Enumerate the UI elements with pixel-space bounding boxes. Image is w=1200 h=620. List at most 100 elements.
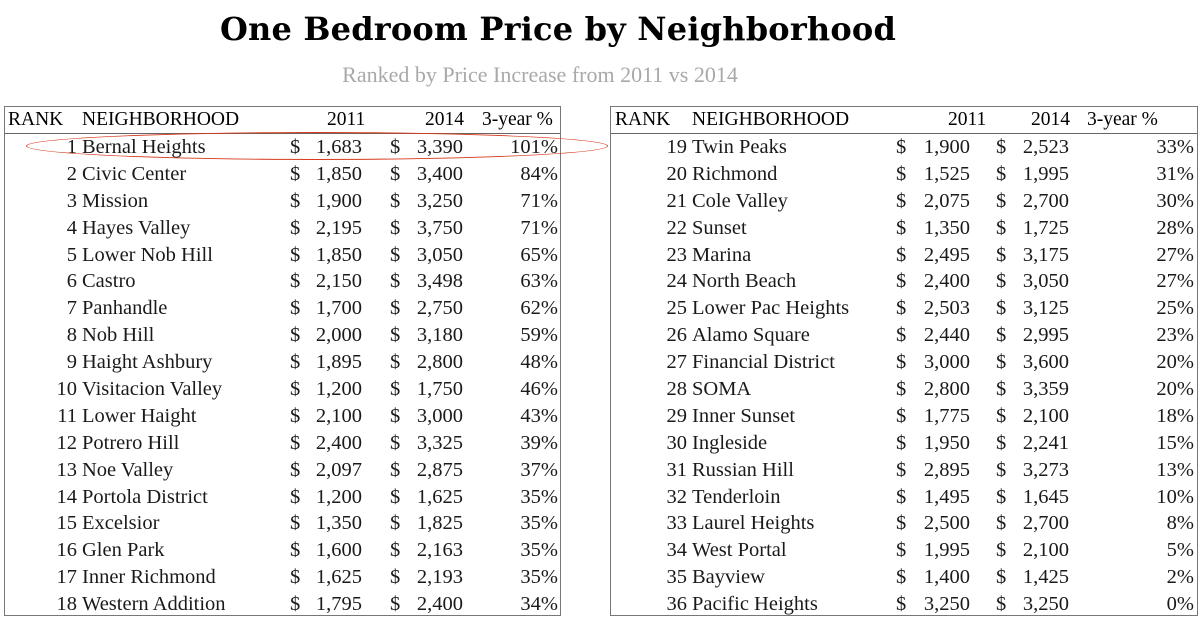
rank-cell: 16 [56,539,78,562]
page-title: One Bedroom Price by Neighborhood [219,10,897,48]
price-2014-cell: $3,325 [390,430,463,456]
price-value: 2,150 [315,270,362,293]
price-2014-cell: $1,425 [996,564,1069,590]
neighborhood-cell: Glen Park [82,539,165,562]
currency-symbol: $ [996,593,1007,616]
price-value: 3,250 [923,593,970,616]
price-value: 3,050 [416,243,463,266]
currency-symbol: $ [996,404,1007,427]
price-value: 1,750 [416,378,463,401]
change-cell: 35% [520,539,558,562]
change-cell: 25% [1156,297,1194,320]
table-row: 22 Sunset $1,350 $1,725 28% [611,215,1197,242]
rank-cell: 29 [666,404,688,427]
price-2011-cell: $2,097 [290,457,362,483]
price-2014-cell: $3,050 [390,242,463,268]
price-value: 2,700 [1022,189,1069,212]
currency-symbol: $ [290,458,301,481]
rank-cell: 36 [666,593,688,616]
currency-symbol: $ [390,458,401,481]
currency-symbol: $ [290,539,301,562]
rank-cell: 14 [56,485,78,508]
price-value: 1,950 [923,431,970,454]
currency-symbol: $ [290,378,301,401]
table-row: 19 Twin Peaks $1,900 $2,523 33% [611,134,1197,161]
price-value: 1,683 [315,136,362,158]
currency-symbol: $ [896,351,907,374]
currency-symbol: $ [390,485,401,508]
currency-symbol: $ [996,566,1007,589]
price-value: 3,175 [1022,243,1069,266]
currency-symbol: $ [996,431,1007,454]
change-cell: 13% [1156,458,1194,481]
currency-symbol: $ [290,593,301,616]
neighborhood-cell: Sunset [692,216,747,239]
price-value: 3,250 [1022,593,1069,616]
table-row: 10 Visitacion Valley $1,200 $1,750 46% [5,376,560,403]
price-value: 1,495 [923,485,970,508]
table-right: RANK NEIGHBORHOOD 2011 2014 3-year % 19 T… [610,106,1198,616]
rank-cell: 19 [666,136,688,158]
price-2014-cell: $3,750 [390,215,463,241]
price-2014-cell: $1,625 [390,484,463,510]
price-value: 3,250 [416,189,463,212]
change-cell: 35% [520,485,558,508]
price-2014-cell: $2,523 [996,134,1069,160]
neighborhood-cell: Laurel Heights [692,512,815,535]
price-2011-cell: $1,625 [290,564,362,590]
currency-symbol: $ [390,539,401,562]
currency-symbol: $ [996,297,1007,320]
price-value: 3,000 [923,351,970,374]
price-2014-cell: $3,359 [996,376,1069,402]
rank-cell: 17 [56,566,78,589]
price-2014-cell: $3,175 [996,242,1069,268]
currency-symbol: $ [896,324,907,347]
currency-symbol: $ [896,378,907,401]
price-value: 3,359 [1022,378,1069,401]
rank-cell: 26 [666,324,688,347]
price-value: 2,750 [416,297,463,320]
price-2014-cell: $3,390 [390,134,463,160]
price-value: 2,495 [923,243,970,266]
price-2014-cell: $3,498 [390,268,463,294]
price-value: 3,180 [416,324,463,347]
price-value: 1,900 [315,189,362,212]
neighborhood-cell: Panhandle [82,297,168,320]
currency-symbol: $ [996,270,1007,293]
price-value: 2,100 [1022,539,1069,562]
price-2014-cell: $2,241 [996,430,1069,456]
table-row: 14 Portola District $1,200 $1,625 35% [5,484,560,511]
currency-symbol: $ [996,189,1007,212]
change-cell: 2% [1166,566,1194,589]
header-2011: 2011 [948,109,987,130]
table-header: RANK NEIGHBORHOOD 2011 2014 3-year % [5,107,560,134]
rank-cell: 2 [66,162,77,185]
price-2014-cell: $1,725 [996,215,1069,241]
price-2011-cell: $2,503 [896,295,970,321]
neighborhood-cell: Potrero Hill [82,431,180,454]
price-2011-cell: $1,683 [290,134,362,160]
neighborhood-cell: Financial District [692,351,835,374]
table-body: 1 Bernal Heights $1,683 $3,390 101% 2 Civic Ce… [5,134,560,618]
currency-symbol: $ [390,566,401,589]
price-2011-cell: $1,775 [896,403,970,429]
currency-symbol: $ [896,189,907,212]
rank-cell: 13 [56,458,78,481]
currency-symbol: $ [290,512,301,535]
price-2011-cell: $2,440 [896,322,970,348]
neighborhood-cell: Richmond [692,162,778,185]
price-2014-cell: $3,400 [390,161,463,187]
price-value: 1,825 [416,512,463,535]
price-value: 1,850 [315,162,362,185]
currency-symbol: $ [390,324,401,347]
price-value: 3,050 [1022,270,1069,293]
currency-symbol: $ [896,431,907,454]
table-row: 30 Ingleside $1,950 $2,241 15% [611,430,1197,457]
neighborhood-cell: Tenderloin [692,485,781,508]
change-cell: 5% [1166,539,1194,562]
table-header: RANK NEIGHBORHOOD 2011 2014 3-year % [611,107,1197,134]
neighborhood-cell: Bayview [692,566,765,589]
rank-cell: 7 [66,297,77,320]
price-2011-cell: $2,895 [896,457,970,483]
change-cell: 28% [1156,216,1194,239]
